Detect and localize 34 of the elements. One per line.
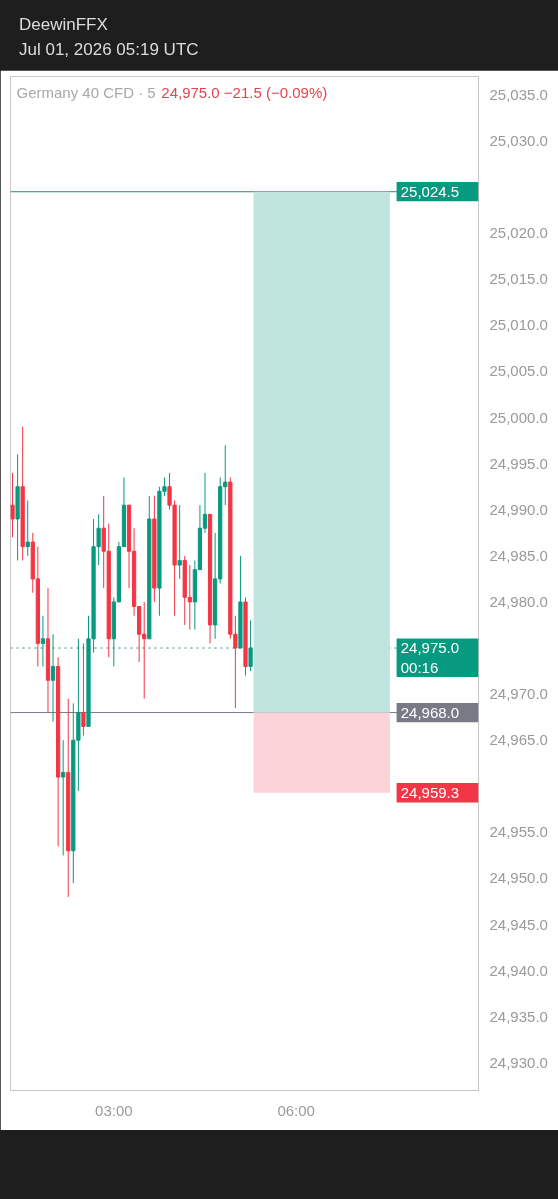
candlestick — [10, 472, 15, 538]
y-tick-label: 24,985.0 — [489, 546, 548, 564]
candlestick — [177, 504, 182, 580]
x-tick-label: 03:00 — [95, 1101, 133, 1119]
y-tick-label: 24,965.0 — [489, 731, 548, 749]
y-tick-label: 24,955.0 — [489, 823, 548, 841]
y-tick-label: 24,945.0 — [489, 915, 548, 933]
ref-line-label: 24,968.0 — [400, 703, 460, 721]
ref-line-label: 25,024.5 — [400, 182, 460, 200]
y-tick-label: 24,980.0 — [489, 592, 548, 610]
y-tick-label: 25,010.0 — [489, 316, 548, 334]
ref-line-label: 24,975.0 00:16 — [400, 638, 460, 677]
y-tick-label: 24,970.0 — [489, 685, 548, 703]
text: DeewinFFX — [19, 15, 108, 34]
text: Jul 01, 2026 05:19 UTC — [19, 39, 199, 59]
text: 24,975.0 −21.5 (−0.09%) — [161, 84, 328, 102]
y-tick-label: 25,000.0 — [489, 408, 548, 426]
y-tick-label: 24,930.0 — [489, 1053, 548, 1071]
y-tick-label: 24,935.0 — [489, 1007, 548, 1025]
y-tick-label: 25,015.0 — [489, 270, 548, 288]
y-tick-label: 25,005.0 — [489, 362, 548, 380]
y-tick-label: 25,020.0 — [489, 224, 548, 242]
y-tick-label: 25,030.0 — [489, 132, 548, 150]
y-tick-label: 24,990.0 — [489, 500, 548, 518]
candlestick — [25, 500, 30, 557]
text: Germany 40 CFD · 5 — [16, 84, 156, 102]
y-tick-label: 25,035.0 — [489, 85, 548, 103]
candlestick — [61, 739, 66, 856]
x-tick-label: 06:00 — [277, 1101, 315, 1119]
candlestick — [81, 642, 86, 737]
y-tick-label: 24,995.0 — [489, 454, 548, 472]
band-label: 24,959.3 — [400, 783, 460, 801]
y-tick-label: 24,950.0 — [489, 869, 548, 887]
y-tick-label: 24,940.0 — [489, 961, 548, 979]
